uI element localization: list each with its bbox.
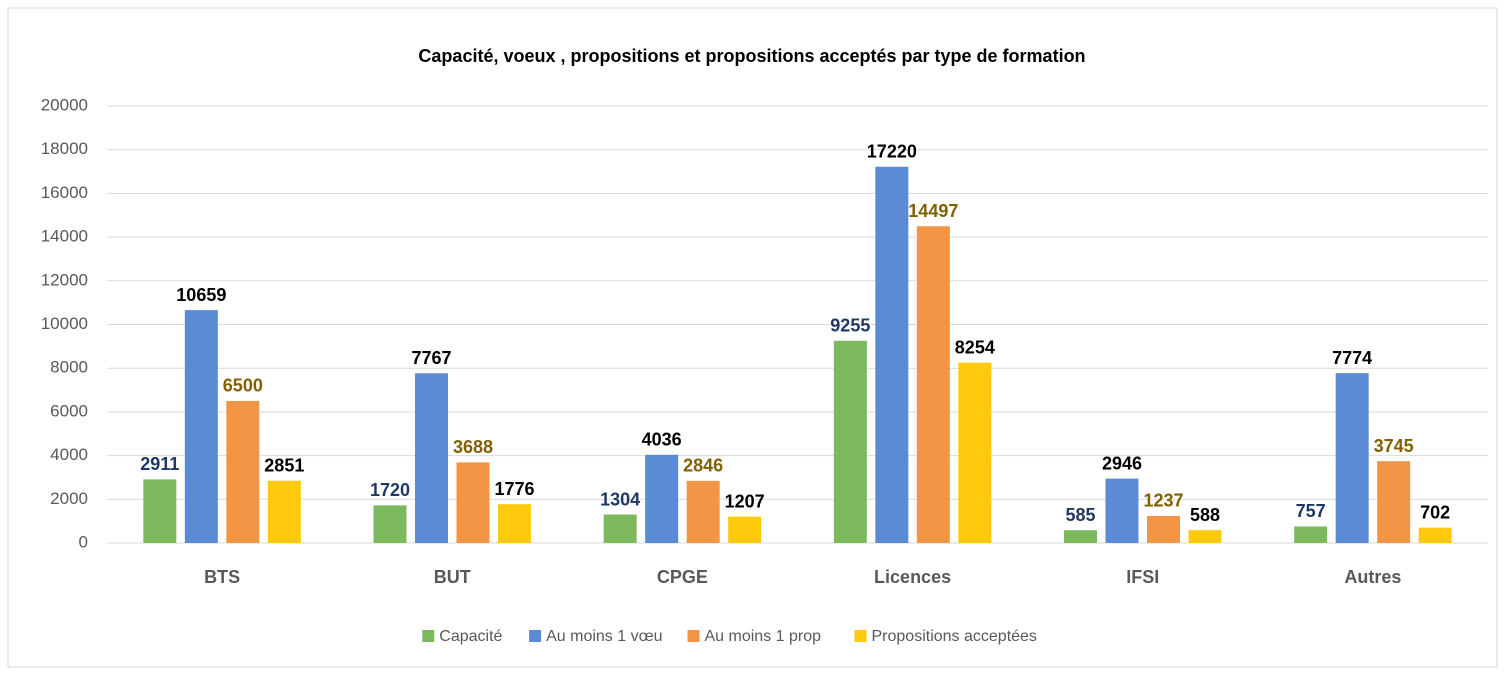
legend-swatch (529, 630, 542, 642)
bar (143, 479, 177, 543)
bar (1335, 373, 1369, 543)
bar (645, 454, 679, 543)
x-tick-label: BTS (204, 567, 240, 587)
legend-swatch (422, 630, 435, 642)
data-label: 1237 (1143, 491, 1183, 511)
bar (184, 310, 218, 543)
chart-frame (7, 7, 1498, 668)
data-label: 7774 (1332, 348, 1372, 368)
bar (875, 166, 909, 544)
legend-label: Propositions acceptées (872, 628, 1037, 645)
y-tick-label: 20000 (41, 95, 88, 114)
data-label: 2946 (1102, 453, 1142, 473)
bar (226, 400, 260, 543)
x-tick-label: CPGE (657, 567, 708, 587)
data-label: 8254 (955, 337, 995, 357)
y-tick-label: 0 (79, 532, 88, 551)
bar (603, 514, 637, 543)
y-tick-label: 16000 (41, 183, 88, 202)
y-tick-label: 4000 (50, 445, 88, 464)
x-tick-label: BUT (434, 567, 471, 587)
data-label: 757 (1296, 501, 1326, 521)
data-label: 2846 (683, 456, 723, 476)
legend-swatch (854, 630, 867, 642)
bar (456, 462, 490, 543)
y-tick-label: 10000 (41, 314, 88, 333)
bar (1377, 461, 1411, 543)
legend-label: Au moins 1 vœu (546, 628, 662, 645)
bar (1147, 515, 1180, 543)
chart-title: Capacité, voeux , propositions et propos… (418, 46, 1085, 66)
legend-label: Capacité (439, 628, 502, 645)
x-tick-label: Autres (1344, 567, 1401, 587)
bar (1188, 530, 1222, 543)
data-label: 3745 (1374, 436, 1414, 456)
bar (373, 505, 407, 543)
data-label: 3688 (453, 437, 493, 457)
data-label: 2911 (140, 454, 179, 474)
bar (916, 226, 950, 544)
x-tick-label: Licences (874, 567, 951, 587)
data-label: 9255 (830, 316, 870, 336)
y-tick-label: 14000 (41, 227, 88, 246)
data-label: 1304 (600, 489, 640, 509)
bar (686, 480, 720, 543)
data-label: 17220 (867, 141, 917, 161)
data-label: 702 (1420, 502, 1450, 522)
data-label: 7767 (411, 348, 451, 368)
y-tick-label: 6000 (50, 401, 88, 420)
bar (958, 362, 992, 543)
bar (1105, 478, 1139, 543)
data-label: 585 (1065, 505, 1095, 525)
bar (833, 340, 867, 543)
y-tick-label: 12000 (41, 270, 88, 289)
y-tick-label: 2000 (50, 489, 88, 508)
bar (1294, 526, 1328, 543)
legend-label: Au moins 1 prop (705, 628, 822, 645)
data-label: 14497 (908, 201, 958, 221)
data-label: 1207 (725, 491, 765, 511)
data-label: 6500 (223, 376, 263, 396)
data-label: 2851 (264, 455, 304, 475)
data-label: 10659 (176, 285, 226, 305)
x-tick-label: IFSI (1126, 567, 1159, 587)
bar (415, 373, 448, 543)
data-label: 1720 (370, 480, 410, 500)
bar (728, 516, 762, 543)
y-tick-label: 18000 (41, 139, 88, 158)
legend-swatch (687, 630, 700, 642)
bar (267, 480, 301, 543)
y-tick-label: 8000 (50, 358, 88, 377)
data-label: 4036 (642, 430, 682, 450)
bar (1418, 527, 1452, 543)
bar (1064, 530, 1097, 543)
data-label: 1776 (494, 479, 534, 499)
bar (498, 504, 531, 543)
data-label: 588 (1190, 505, 1220, 525)
